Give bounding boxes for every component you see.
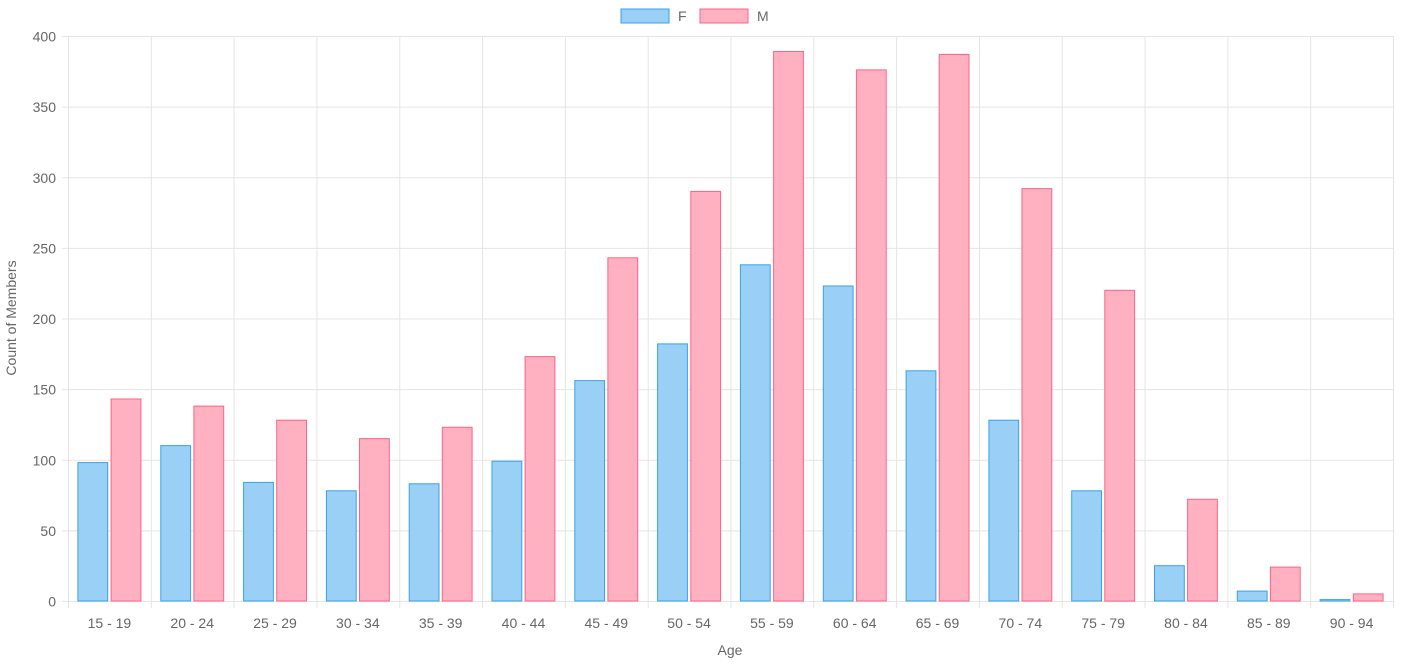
x-tick-label: 45 - 49 — [584, 615, 628, 631]
bar-m[interactable] — [359, 438, 390, 602]
y-tick-label: 150 — [33, 382, 57, 398]
bar-f[interactable] — [1236, 590, 1268, 602]
y-tick-label: 250 — [33, 240, 57, 256]
bar-f[interactable] — [739, 264, 771, 602]
x-tick-label: 35 - 39 — [419, 615, 463, 631]
legend-swatch-f[interactable] — [620, 8, 670, 24]
x-tick-label: 30 - 34 — [336, 615, 380, 631]
bar-f[interactable] — [491, 460, 523, 602]
bar-m[interactable] — [1104, 289, 1136, 602]
bars — [77, 51, 1384, 602]
y-tick-label: 400 — [33, 29, 57, 45]
bar-m[interactable] — [1352, 593, 1384, 602]
bar-f[interactable] — [408, 483, 440, 602]
bar-m[interactable] — [773, 51, 804, 602]
gridlines — [62, 36, 1394, 608]
x-tick-label: 20 - 24 — [170, 615, 214, 631]
bar-f[interactable] — [822, 285, 854, 602]
x-tick-label: 50 - 54 — [667, 615, 711, 631]
y-tick-label: 200 — [33, 311, 57, 327]
y-axis-ticks: 0 50 100 150 200 250 300 350 400 — [33, 29, 57, 610]
bar-m[interactable] — [193, 405, 225, 602]
y-tick-label: 350 — [33, 99, 57, 115]
bar-m[interactable] — [1187, 498, 1218, 602]
bar-m[interactable] — [855, 69, 887, 602]
x-tick-label: 75 - 79 — [1081, 615, 1125, 631]
bar-f[interactable] — [1319, 599, 1351, 602]
x-tick-label: 70 - 74 — [999, 615, 1043, 631]
x-tick-label: 65 - 69 — [916, 615, 960, 631]
bar-m[interactable] — [1021, 188, 1053, 602]
bar-f[interactable] — [988, 419, 1020, 602]
y-tick-label: 0 — [48, 594, 56, 610]
x-tick-label: 40 - 44 — [502, 615, 546, 631]
bar-m[interactable] — [276, 419, 308, 602]
x-tick-label: 90 - 94 — [1330, 615, 1374, 631]
x-tick-label: 55 - 59 — [750, 615, 794, 631]
x-tick-label: 80 - 84 — [1164, 615, 1208, 631]
legend-label-m[interactable]: M — [757, 8, 769, 24]
bar-m[interactable] — [1269, 566, 1301, 602]
bar-m[interactable] — [441, 426, 473, 602]
y-tick-label: 50 — [40, 523, 56, 539]
bar-m[interactable] — [524, 356, 556, 602]
y-axis-title: Count of Members — [3, 260, 19, 375]
bar-f[interactable] — [243, 481, 274, 602]
bar-f[interactable] — [905, 370, 937, 602]
bar-m[interactable] — [690, 190, 722, 602]
x-axis-title: Age — [718, 642, 743, 658]
bar-f[interactable] — [77, 462, 109, 602]
legend-swatch-m[interactable] — [699, 8, 749, 24]
bar-f[interactable] — [1071, 490, 1102, 602]
bar-f[interactable] — [657, 343, 688, 602]
y-tick-label: 100 — [33, 452, 57, 468]
bar-m[interactable] — [110, 398, 142, 602]
bar-m[interactable] — [607, 257, 639, 602]
x-tick-label: 85 - 89 — [1247, 615, 1291, 631]
legend-label-f[interactable]: F — [678, 8, 687, 24]
y-tick-label: 300 — [33, 170, 57, 186]
bar-f[interactable] — [160, 445, 192, 602]
bar-m[interactable] — [938, 53, 970, 602]
bar-f[interactable] — [574, 380, 606, 602]
x-tick-label: 15 - 19 — [88, 615, 132, 631]
x-axis-ticks: 15 - 19 20 - 24 25 - 29 30 - 34 35 - 39 40 - … — [88, 615, 1374, 631]
x-tick-label: 25 - 29 — [253, 615, 297, 631]
x-tick-label: 60 - 64 — [833, 615, 877, 631]
bar-f[interactable] — [1154, 565, 1185, 602]
bar-f[interactable] — [325, 490, 357, 602]
